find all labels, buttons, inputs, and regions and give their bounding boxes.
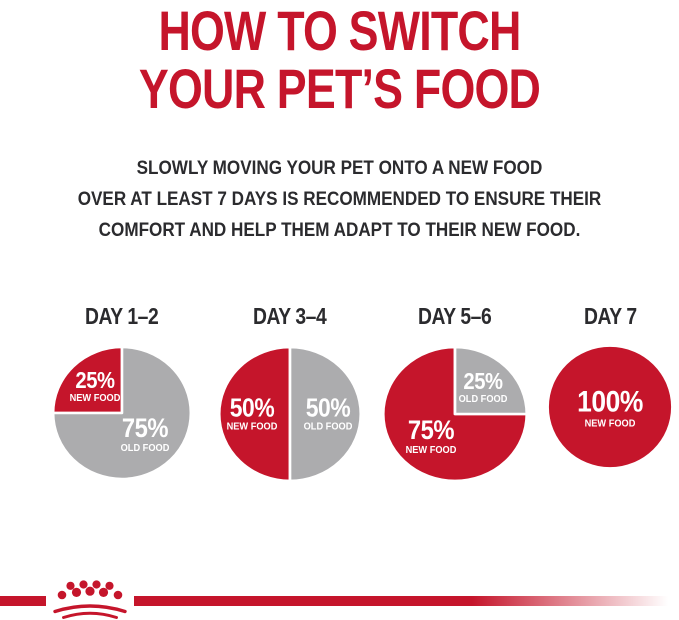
day-label: DAY 5–6 bbox=[418, 303, 492, 329]
pie-chart-day-5-6: 75% NEW FOOD 25% OLD FOOD bbox=[381, 345, 529, 483]
pie-chart-day-7: 100% NEW FOOD bbox=[547, 345, 673, 469]
day-label: DAY 3–4 bbox=[253, 303, 327, 329]
pie-slice-new-food bbox=[548, 346, 672, 468]
charts-row: DAY 1–2 25% NEW FOOD 75% OLD FOOD DAY 3–4 50% N… bbox=[0, 302, 679, 492]
royal-canin-crown-logo bbox=[53, 580, 127, 619]
subtitle-line-1: SLOWLY MOVING YOUR PET ONTO A NEW FOOD bbox=[136, 158, 543, 179]
pie-column-day-3-4: DAY 3–4 50% NEW FOOD 50% OLD FOOD bbox=[195, 302, 385, 483]
page-title: HOW TO SWITCH YOUR PET’S FOOD bbox=[0, 2, 679, 118]
pie-chart-day-3-4: 50% NEW FOOD 50% OLD FOOD bbox=[217, 345, 363, 483]
subtitle-line-2: OVER AT LEAST 7 DAYS IS RECOMMENDED TO E… bbox=[77, 189, 602, 210]
footer-rule-right bbox=[134, 596, 679, 606]
title-line-1: HOW TO SWITCH bbox=[158, 0, 521, 62]
pie-column-day-7: DAY 7 100% NEW FOOD bbox=[515, 302, 679, 469]
title-line-2: YOUR PET’S FOOD bbox=[138, 57, 541, 120]
pie-slice-old-food bbox=[288, 345, 363, 483]
pie-slice-new-food bbox=[51, 345, 124, 415]
pie-slice-old-food bbox=[453, 345, 529, 416]
footer-rule-left bbox=[0, 596, 46, 606]
pie-column-day-1-2: DAY 1–2 25% NEW FOOD 75% OLD FOOD bbox=[27, 302, 217, 481]
pie-slice-old-food bbox=[51, 345, 193, 481]
subtitle: SLOWLY MOVING YOUR PET ONTO A NEW FOOD O… bbox=[0, 153, 679, 246]
pie-chart-day-1-2: 25% NEW FOOD 75% OLD FOOD bbox=[51, 345, 193, 481]
day-label: DAY 7 bbox=[583, 303, 637, 329]
day-label: DAY 1–2 bbox=[85, 303, 159, 329]
subtitle-line-3: COMFORT AND HELP THEM ADAPT TO THEIR NEW… bbox=[98, 220, 581, 241]
pie-slice-new-food bbox=[217, 345, 292, 483]
